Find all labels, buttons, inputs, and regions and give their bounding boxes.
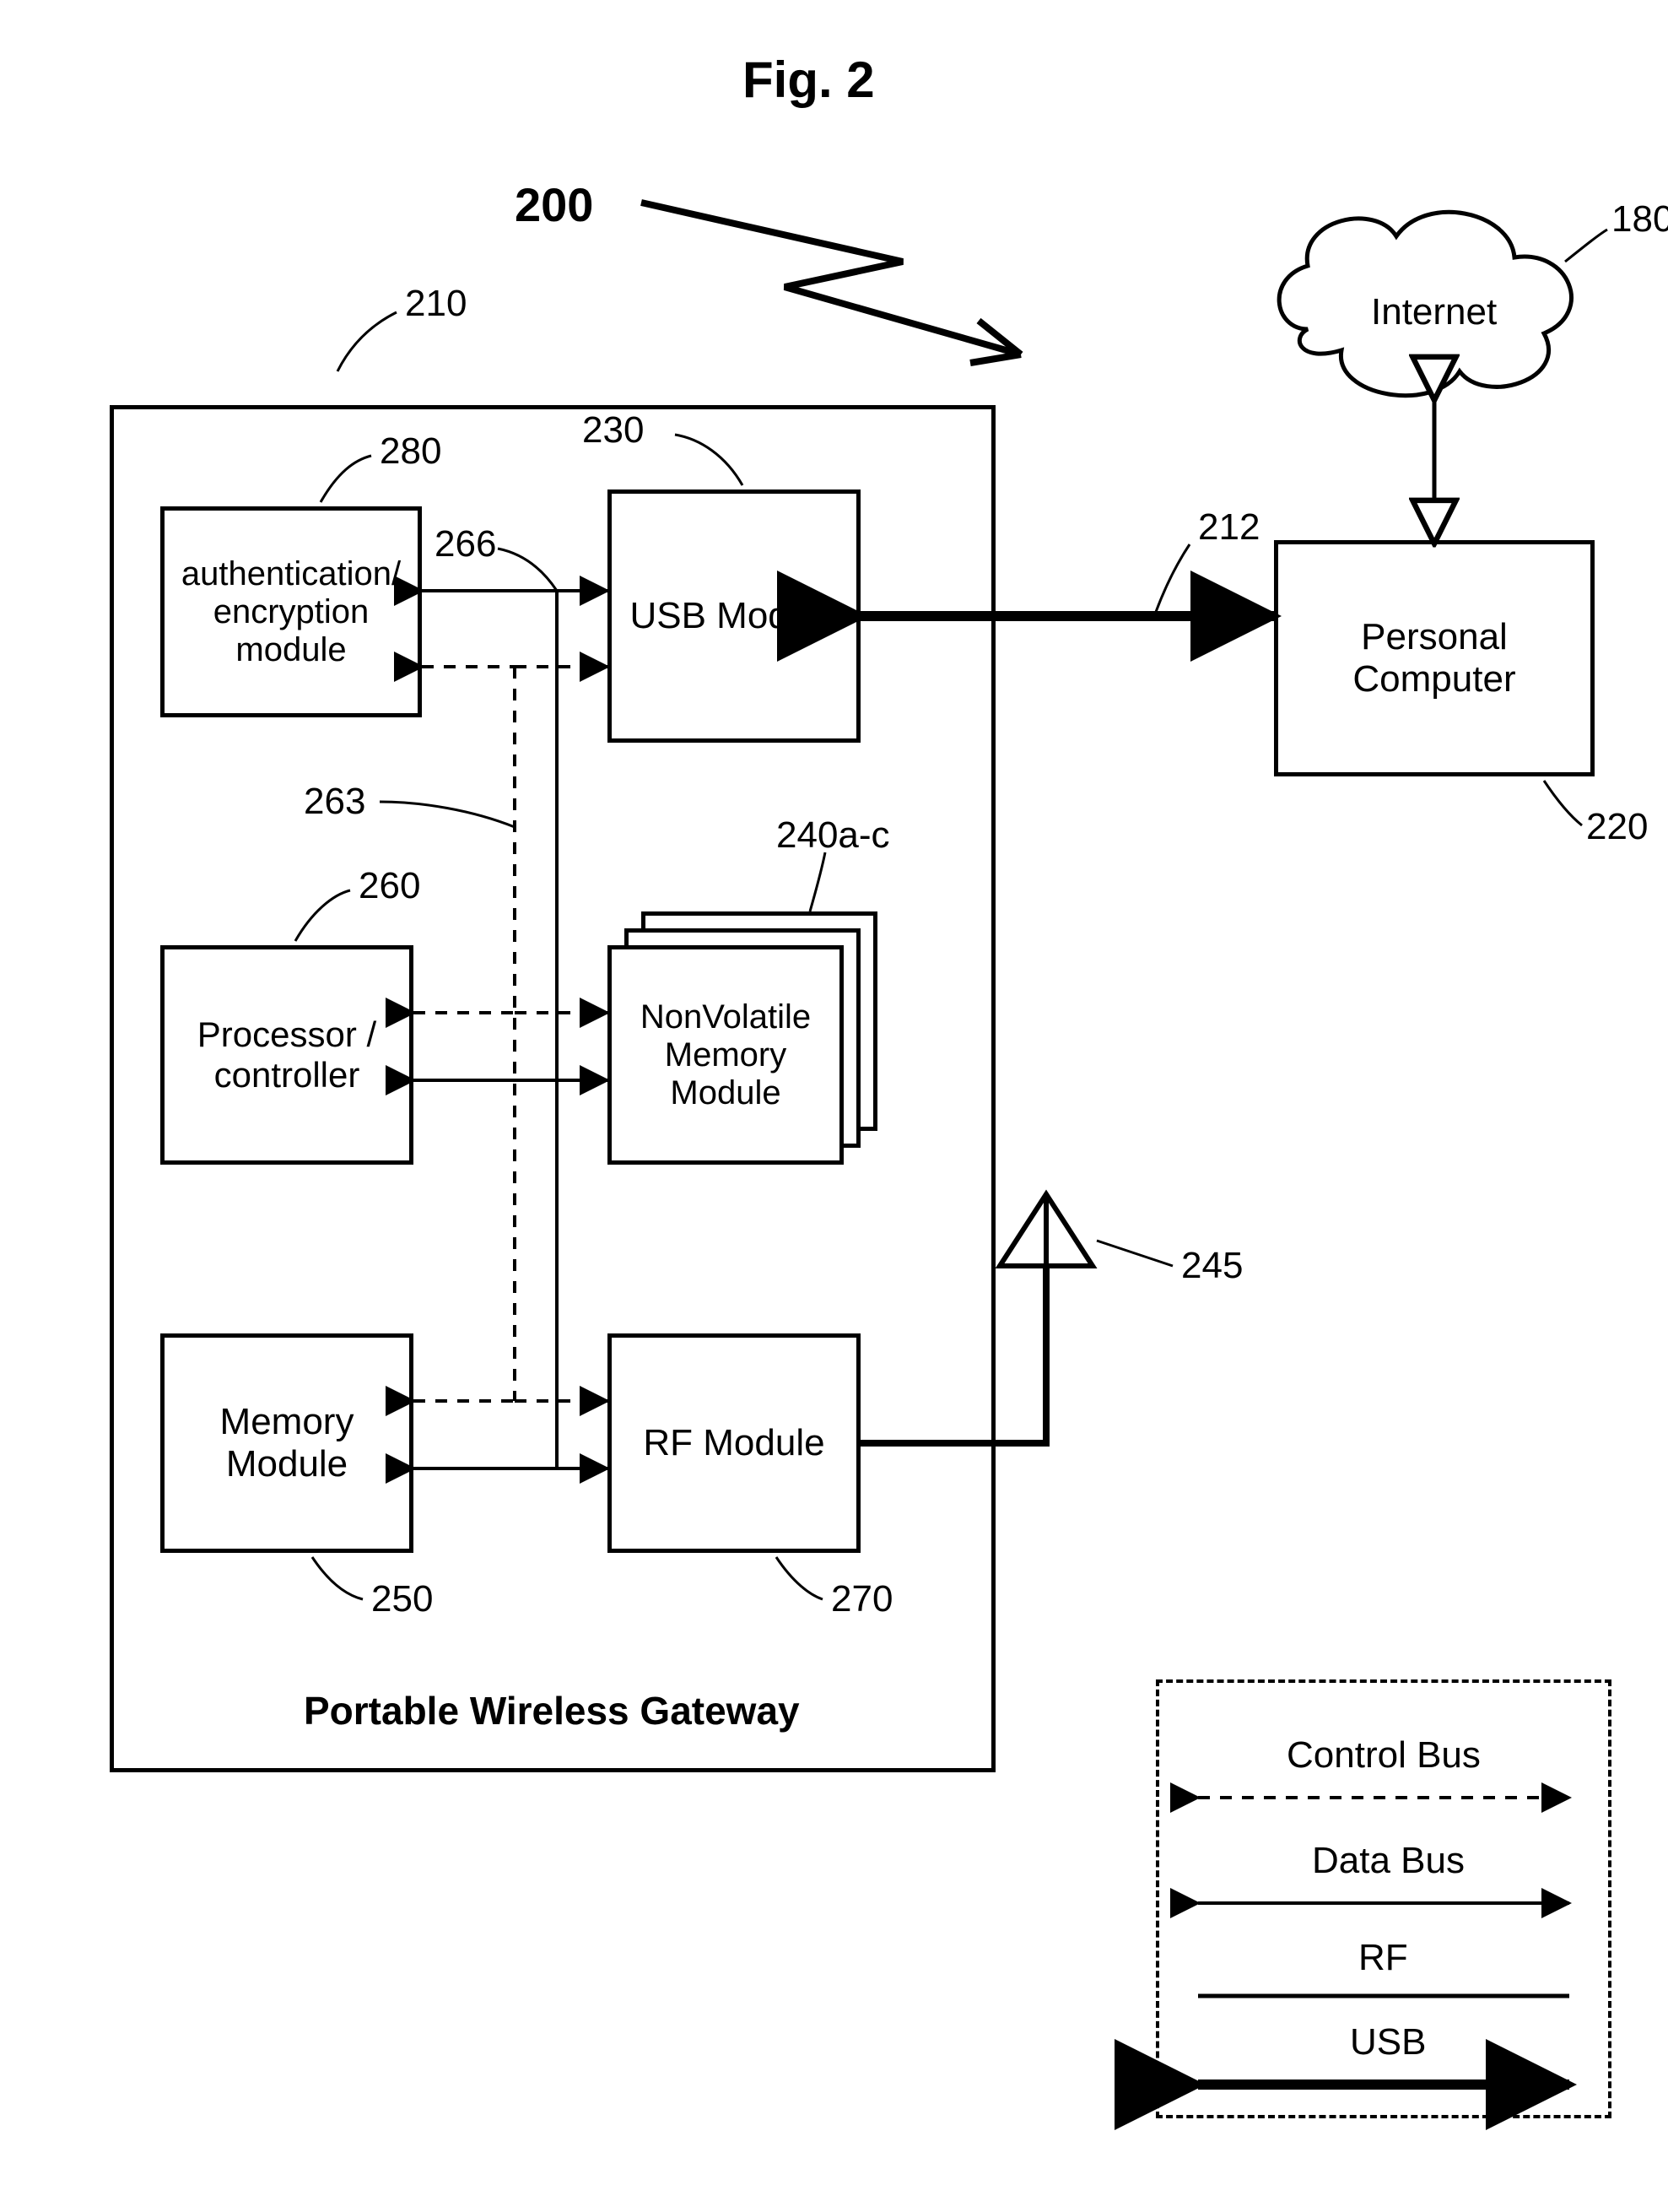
rf-label: RF Module bbox=[643, 1422, 824, 1464]
diagram-canvas: Fig. 2 200 Portable Wireless Gateway aut… bbox=[0, 0, 1668, 2212]
ref-260: 260 bbox=[359, 865, 420, 907]
ref-240: 240a-c bbox=[776, 814, 890, 857]
usb-label: USB Module bbox=[629, 595, 838, 637]
legend-usb: USB bbox=[1350, 2021, 1426, 2063]
processor-box: Processor / controller bbox=[160, 945, 413, 1165]
internet-label: Internet bbox=[1371, 291, 1497, 333]
auth-box: authentication/ encryption module bbox=[160, 506, 422, 717]
mem-label: Memory Module bbox=[165, 1401, 409, 1485]
processor-label: Processor / controller bbox=[165, 1014, 409, 1095]
rf-box: RF Module bbox=[607, 1333, 861, 1553]
legend-data: Data Bus bbox=[1312, 1840, 1465, 1882]
pc-label: Personal Computer bbox=[1278, 616, 1590, 700]
legend-rf: RF bbox=[1358, 1937, 1408, 1979]
ref-245: 245 bbox=[1181, 1245, 1243, 1287]
auth-label: authentication/ encryption module bbox=[165, 555, 418, 669]
figure-title: Fig. 2 bbox=[742, 51, 875, 109]
ref-212: 212 bbox=[1198, 506, 1260, 549]
ref-263: 263 bbox=[304, 781, 365, 823]
ref-200: 200 bbox=[515, 177, 593, 232]
ref-250: 250 bbox=[371, 1578, 433, 1620]
nvmem-label: NonVolatile Memory Module bbox=[612, 998, 839, 1112]
usb-box: USB Module bbox=[607, 489, 861, 743]
ref-230: 230 bbox=[582, 409, 644, 452]
ref-180: 180 bbox=[1611, 198, 1668, 241]
mem-box: Memory Module bbox=[160, 1333, 413, 1553]
gateway-caption: Portable Wireless Gateway bbox=[304, 1688, 800, 1733]
ref-280: 280 bbox=[380, 430, 441, 473]
pc-box: Personal Computer bbox=[1274, 540, 1595, 776]
ref-220: 220 bbox=[1586, 806, 1648, 848]
ref-210: 210 bbox=[405, 283, 467, 325]
ref-266: 266 bbox=[435, 523, 496, 565]
nvmem-box: NonVolatile Memory Module bbox=[607, 945, 844, 1165]
ref-270: 270 bbox=[831, 1578, 893, 1620]
legend-control: Control Bus bbox=[1287, 1734, 1481, 1777]
